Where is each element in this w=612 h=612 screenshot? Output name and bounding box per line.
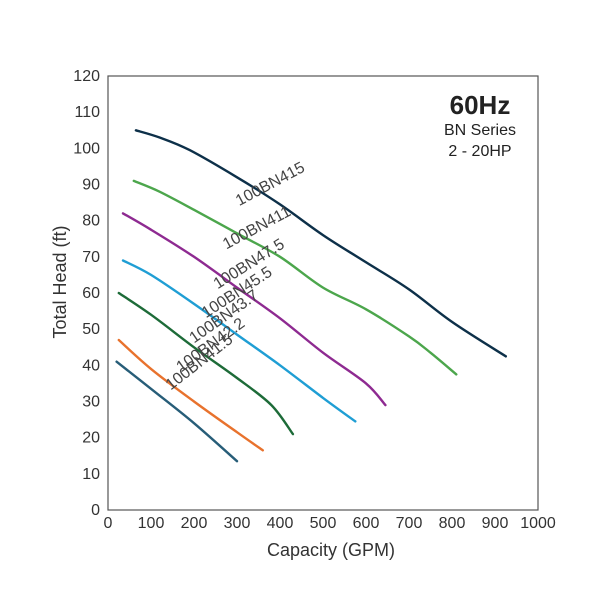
y-tick-label: 110 [74,104,100,121]
x-tick-label: 500 [310,515,337,532]
x-axis-ticks: 0 100 200 300 400 500 600 700 800 900 1000 [104,515,556,532]
x-tick-label: 600 [353,515,380,532]
plot-frame [107,75,539,511]
y-axis-ticks: 0 10 20 30 40 50 60 70 80 90 100 110 120 [73,68,100,519]
badge-subtitle-2: 2 - 20HP [448,143,511,160]
x-tick-label: 200 [181,515,208,532]
y-tick-label: 70 [82,249,100,266]
x-tick-label: 900 [482,515,509,532]
x-tick-label: 100 [138,515,165,532]
series-labels: 100BN415100BN411100BN47.5100BN45.5100BN4… [163,159,308,394]
y-tick-label: 0 [91,502,100,519]
y-tick-label: 120 [73,68,100,85]
y-tick-label: 100 [73,140,100,157]
series-label-100bn415: 100BN415 [233,159,308,210]
y-tick-label: 30 [82,394,100,411]
series-line-100bn41-5 [115,360,239,463]
x-tick-label: 0 [104,515,113,532]
series-line-100bn42-2 [117,338,264,452]
frequency-badge: 60Hz BN Series 2 - 20HP [430,88,530,162]
series-line-100bn415 [134,129,507,358]
x-tick-label: 300 [224,515,251,532]
series-lines [115,129,507,463]
x-tick-label: 1000 [520,515,556,532]
x-tick-label: 700 [396,515,423,532]
badge-subtitle-1: BN Series [444,122,516,139]
y-tick-label: 10 [82,466,100,483]
y-tick-label: 60 [82,285,100,302]
y-tick-label: 80 [82,213,100,230]
series-line-100bn47-5 [121,212,387,407]
badge-background [430,88,530,162]
series-line-100bn43-7 [117,291,295,436]
series-line-100bn45-5 [121,259,357,423]
y-tick-label: 50 [82,321,100,338]
y-tick-label: 40 [82,357,100,374]
x-tick-label: 800 [439,515,466,532]
badge-title: 60Hz [450,90,511,120]
y-tick-label: 90 [82,177,100,194]
y-axis-title: Total Head (ft) [50,225,70,338]
x-tick-label: 400 [267,515,294,532]
x-axis-title: Capacity (GPM) [267,540,395,560]
series-line-100bn411 [132,179,458,376]
y-tick-label: 20 [82,430,100,447]
